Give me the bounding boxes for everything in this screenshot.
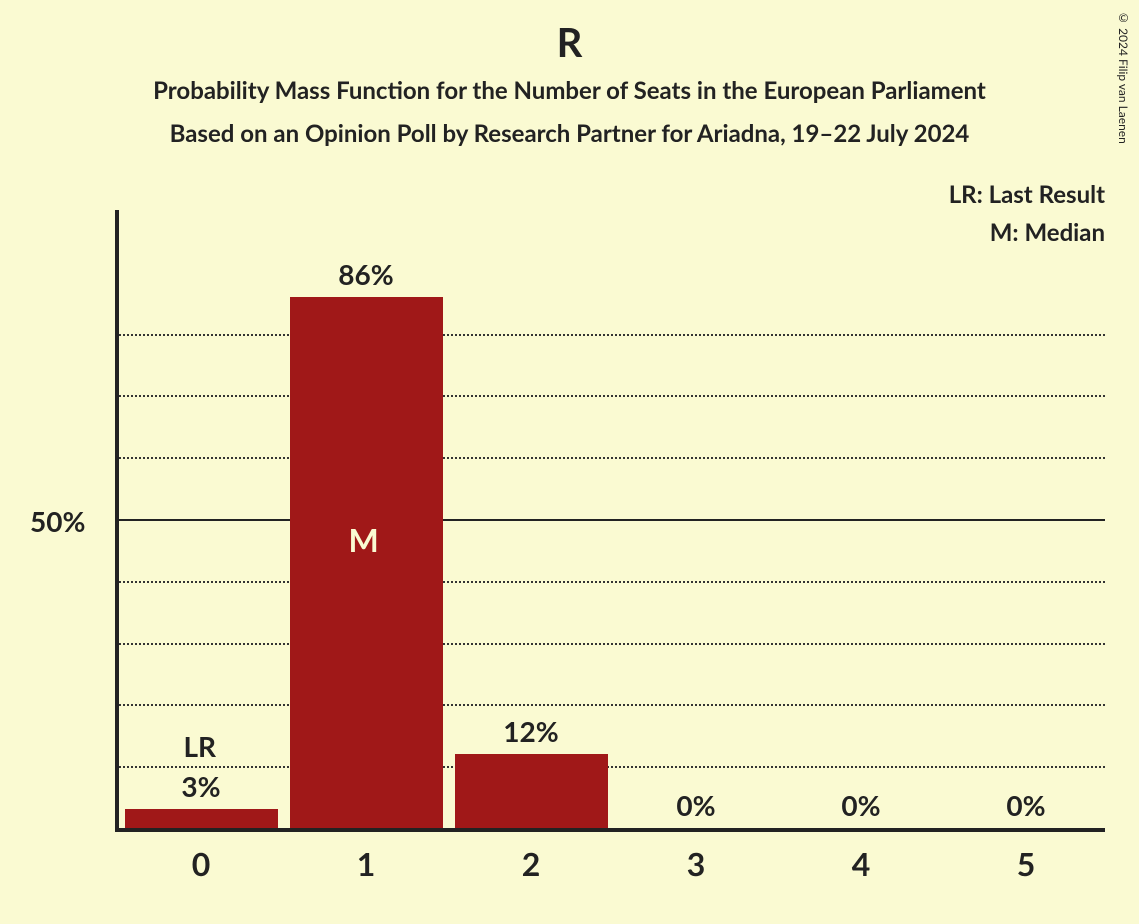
gridline-60 bbox=[119, 457, 1105, 459]
x-tick-3: 3 bbox=[614, 844, 778, 883]
bar-value-label-2: 12% bbox=[449, 714, 613, 748]
bar-value-label-5: 0% bbox=[944, 788, 1108, 822]
gridline-80 bbox=[119, 334, 1105, 336]
y-axis-label-50: 50% bbox=[30, 504, 85, 538]
x-tick-5: 5 bbox=[944, 844, 1108, 883]
gridline-50 bbox=[119, 519, 1105, 521]
gridline-20 bbox=[119, 704, 1105, 706]
chart-title: R bbox=[0, 0, 1139, 66]
legend-m: M: Median bbox=[990, 218, 1105, 247]
gridline-10 bbox=[119, 766, 1105, 768]
legend-lr: LR: Last Result bbox=[949, 180, 1105, 209]
x-tick-4: 4 bbox=[779, 844, 943, 883]
gridline-40 bbox=[119, 581, 1105, 583]
x-axis-line bbox=[115, 828, 1105, 832]
bar-value-label-4: 0% bbox=[779, 788, 943, 822]
chart-subtitle-1: Probability Mass Function for the Number… bbox=[0, 76, 1139, 105]
chart-plot-area: 50% M 3%LR86%12%0%0%0% 012345 LR: Last R… bbox=[115, 210, 1105, 830]
bar-1 bbox=[290, 297, 443, 828]
lr-marker: LR bbox=[184, 729, 217, 763]
gridline-30 bbox=[119, 643, 1105, 645]
bar-value-label-0: 3% bbox=[119, 769, 283, 803]
bar-0 bbox=[125, 809, 278, 828]
gridline-70 bbox=[119, 395, 1105, 397]
x-tick-2: 2 bbox=[449, 844, 613, 883]
median-marker: M bbox=[349, 520, 379, 559]
copyright-text: © 2024 Filip van Laenen bbox=[1116, 10, 1131, 144]
x-tick-1: 1 bbox=[284, 844, 448, 883]
chart-subtitle-2: Based on an Opinion Poll by Research Par… bbox=[0, 119, 1139, 148]
bar-2 bbox=[455, 754, 608, 828]
x-tick-0: 0 bbox=[119, 844, 283, 883]
bar-value-label-1: 86% bbox=[284, 257, 448, 291]
bar-value-label-3: 0% bbox=[614, 788, 778, 822]
